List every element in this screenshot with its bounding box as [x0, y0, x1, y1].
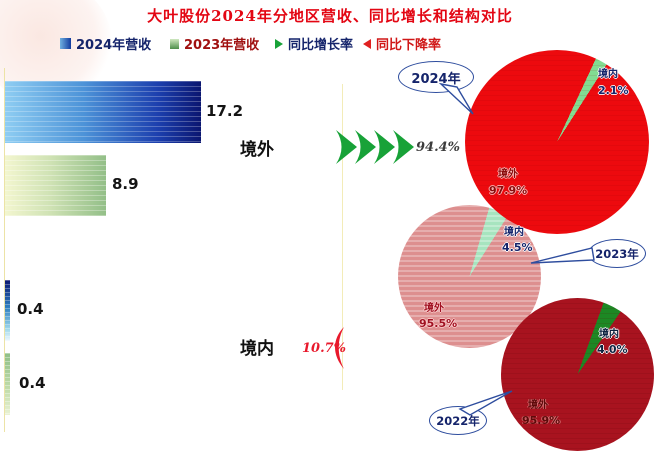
pie-2022-overseas-pct: 95.9%: [522, 414, 561, 427]
pie-2024-domestic-pct: 2.1%: [598, 84, 629, 97]
legend-item-2024-revenue: 2024年营收: [60, 34, 151, 53]
right-arrow-marker-icon: [275, 38, 283, 49]
legend-label: 同比增长率: [288, 38, 354, 53]
pie-2022: [501, 298, 654, 451]
pie-2023-overseas-pct: 95.5%: [419, 317, 458, 330]
bar-value-label: 0.4: [17, 300, 44, 318]
callout-year-label: 2023年: [595, 246, 639, 261]
legend-item-decline-rate: 同比下降率: [363, 34, 441, 53]
pie-2024-overseas-pct: 97.9%: [489, 184, 528, 197]
pie-2024-domestic-name: 境内: [598, 69, 618, 80]
category-label-overseas: 境外: [240, 140, 274, 160]
bar-domestic-2024: [5, 280, 10, 341]
pie-2023-domestic-name: 境内: [504, 227, 524, 238]
legend-label: 2024年营收: [76, 38, 152, 53]
callout-2022: 2022年: [429, 406, 487, 435]
bar-overseas-2024: [5, 81, 201, 143]
pie-2023-overseas-name: 境外: [424, 303, 444, 314]
callout-2024: 2024年: [398, 61, 474, 93]
bar-value-label: 0.4: [19, 374, 46, 392]
pie-2024-overseas-name: 境外: [498, 169, 518, 180]
blue-square-marker-icon: [60, 38, 71, 49]
chart-title: 大叶股份2024年分地区营收、同比增长和结构对比: [147, 7, 513, 25]
legend-label: 同比下降率: [376, 38, 442, 53]
pie-2022-domestic-name: 境内: [599, 329, 619, 340]
middle-divider-line: [342, 84, 343, 390]
pie-2022-domestic-pct: 4.0%: [597, 343, 628, 356]
pie-2023-domestic-pct: 4.5%: [502, 241, 533, 254]
callout-2023: 2023年: [588, 239, 646, 268]
bar-domestic-2023: [5, 353, 10, 415]
callout-year-label: 2022年: [436, 413, 480, 428]
bar-overseas-2023: [5, 155, 106, 216]
left-arrow-marker-icon: [363, 38, 371, 49]
pie-2024: [465, 50, 649, 234]
legend-item-growth-rate: 同比增长率: [275, 34, 353, 53]
green-square-marker-icon: [170, 38, 179, 49]
category-label-domestic: 境内: [240, 339, 274, 359]
callout-2023-tail: [530, 247, 595, 264]
pie-2022-overseas-name: 境外: [528, 400, 548, 411]
growth-rate-annotation: 94.4%: [416, 140, 461, 155]
callout-year-label: 2024年: [411, 71, 461, 87]
bar-value-label: 8.9: [112, 175, 139, 193]
bar-value-label: 17.2: [206, 102, 244, 120]
legend-label: 2023年营收: [184, 38, 260, 53]
legend-item-2023-revenue: 2023年营收: [170, 34, 259, 53]
pie-2023: [398, 205, 541, 348]
decline-rate-annotation: 10.7%: [302, 341, 347, 356]
growth-chevrons-icon: [336, 130, 414, 164]
bar-axis-line: [4, 68, 5, 432]
